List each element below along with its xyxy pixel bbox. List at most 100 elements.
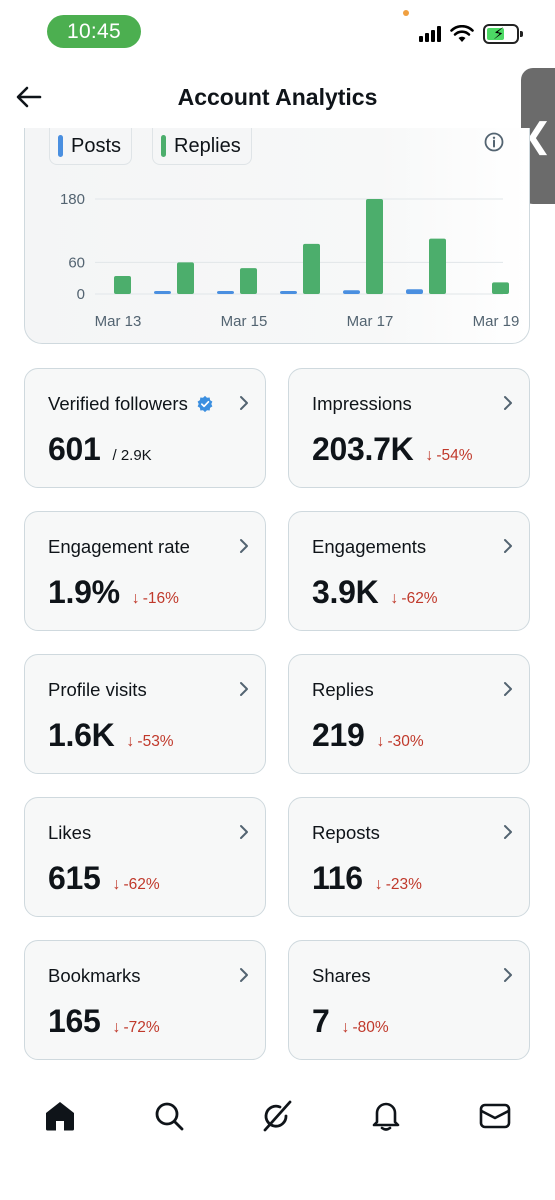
- bar-replies[interactable]: [240, 268, 257, 294]
- down-arrow-icon: ↓: [126, 733, 135, 750]
- nav-messages[interactable]: [475, 1096, 515, 1136]
- metric-change-percent: -30%: [387, 733, 424, 750]
- legend-item-posts[interactable]: Posts: [49, 128, 133, 165]
- metric-label: Likes: [48, 822, 92, 843]
- wifi-icon: [450, 25, 474, 42]
- down-arrow-icon: ↓: [112, 876, 121, 893]
- metric-card-likes[interactable]: Likes 615 ↓ -62%: [24, 797, 266, 917]
- metric-label: Profile visits: [48, 679, 147, 700]
- metric-change: ↓ -53%: [126, 733, 173, 751]
- arrow-left-icon: [16, 86, 42, 108]
- chevron-right-icon: [240, 825, 248, 839]
- metric-value: 615: [48, 860, 101, 896]
- cellular-signal-icon: [419, 26, 441, 42]
- metric-value-row: 3.9K ↓ -62%: [312, 574, 438, 611]
- legend-label: Replies: [174, 134, 241, 157]
- chevron-right-icon: [240, 396, 248, 410]
- metric-value-row: 615 ↓ -62%: [48, 860, 160, 897]
- metric-label-row: Profile visits: [48, 679, 147, 701]
- nav-grok[interactable]: [257, 1096, 297, 1136]
- metric-value: 203.7K: [312, 431, 414, 467]
- metric-change-percent: -62%: [123, 876, 160, 893]
- bar-posts[interactable]: [280, 291, 297, 294]
- header: Account Analytics: [0, 70, 555, 126]
- search-icon: [155, 1102, 184, 1131]
- metric-value-row: 219 ↓ -30%: [312, 717, 424, 754]
- metric-card-reposts[interactable]: Reposts 116 ↓ -23%: [288, 797, 530, 917]
- metric-value-row: 1.6K ↓ -53%: [48, 717, 174, 754]
- metric-card-profile-visits[interactable]: Profile visits 1.6K ↓ -53%: [24, 654, 266, 774]
- bar-replies[interactable]: [366, 199, 383, 294]
- metric-label: Replies: [312, 679, 374, 700]
- nav-home[interactable]: [40, 1096, 80, 1136]
- metric-value-row: 165 ↓ -72%: [48, 1003, 160, 1040]
- legend-item-replies[interactable]: Replies: [152, 128, 252, 165]
- metric-label-row: Bookmarks: [48, 965, 141, 987]
- metric-label-row: Shares: [312, 965, 371, 987]
- bar-replies[interactable]: [114, 276, 131, 294]
- down-arrow-icon: ↓: [112, 1019, 121, 1036]
- metric-card-impressions[interactable]: Impressions 203.7K ↓ -54%: [288, 368, 530, 488]
- chevron-right-icon: [504, 968, 512, 982]
- bar-posts[interactable]: [217, 291, 234, 294]
- down-arrow-icon: ↓: [425, 447, 434, 464]
- chart-legend: Posts Replies: [49, 128, 252, 165]
- bar-replies[interactable]: [429, 238, 446, 294]
- metric-change-percent: -53%: [137, 733, 174, 750]
- metric-label-row: Verified followers: [48, 393, 214, 415]
- metric-card-verified-followers[interactable]: Verified followers 601 / 2.9K: [24, 368, 266, 488]
- metric-value: 165: [48, 1003, 101, 1039]
- metric-label: Verified followers: [48, 393, 188, 414]
- metric-card-engagements[interactable]: Engagements 3.9K ↓ -62%: [288, 511, 530, 631]
- metric-change-percent: -16%: [142, 590, 179, 607]
- metric-change: ↓ -62%: [113, 876, 160, 894]
- metric-label: Engagement rate: [48, 536, 190, 557]
- chevron-right-icon: [504, 825, 512, 839]
- y-tick-label: 0: [77, 286, 85, 303]
- metric-card-shares[interactable]: Shares 7 ↓ -80%: [288, 940, 530, 1060]
- y-tick-label: 180: [60, 191, 85, 208]
- bar-posts[interactable]: [406, 289, 423, 294]
- bar-posts[interactable]: [343, 290, 360, 294]
- x-tick-label: Mar 19: [473, 313, 520, 330]
- metric-change: ↓ -62%: [390, 590, 437, 608]
- metric-value: 219: [312, 717, 365, 753]
- metric-label-row: Reposts: [312, 822, 380, 844]
- metric-card-bookmarks[interactable]: Bookmarks 165 ↓ -72%: [24, 940, 266, 1060]
- privacy-indicator-dot: [403, 10, 409, 16]
- metric-change-percent: -54%: [436, 447, 473, 464]
- metric-change: ↓ -54%: [425, 447, 472, 465]
- chevron-right-icon: [504, 539, 512, 553]
- legend-swatch-posts: [58, 135, 63, 157]
- metric-label-row: Replies: [312, 679, 374, 701]
- nav-notifications[interactable]: [366, 1096, 406, 1136]
- metric-change: ↓ -30%: [377, 733, 424, 751]
- back-button[interactable]: [12, 80, 46, 114]
- bar-replies[interactable]: [177, 262, 194, 294]
- legend-swatch-replies: [161, 135, 167, 157]
- metric-label: Reposts: [312, 822, 380, 843]
- metric-value: 116: [312, 860, 363, 896]
- metric-change: ↓ -80%: [342, 1019, 389, 1037]
- status-bar: 10:45 ⚡: [0, 0, 555, 62]
- metric-change-percent: -72%: [123, 1019, 160, 1036]
- bar-posts[interactable]: [154, 291, 171, 294]
- bar-replies[interactable]: [303, 243, 320, 294]
- down-arrow-icon: ↓: [390, 590, 399, 607]
- chevron-right-icon: [240, 539, 248, 553]
- info-circle-icon[interactable]: [483, 131, 505, 153]
- bottom-nav: [0, 1080, 555, 1152]
- bar-replies[interactable]: [492, 282, 509, 294]
- metric-card-replies[interactable]: Replies 219 ↓ -30%: [288, 654, 530, 774]
- metric-change: ↓ -72%: [113, 1019, 160, 1037]
- nav-search[interactable]: [149, 1096, 189, 1136]
- status-icons: ⚡: [419, 24, 523, 44]
- legend-label: Posts: [71, 134, 122, 157]
- metric-value: 7: [312, 1003, 330, 1039]
- down-arrow-icon: ↓: [374, 876, 383, 893]
- metric-label-row: Impressions: [312, 393, 412, 415]
- metric-label: Impressions: [312, 393, 412, 414]
- metric-card-engagement-rate[interactable]: Engagement rate 1.9% ↓ -16%: [24, 511, 266, 631]
- metric-label-row: Engagements: [312, 536, 426, 558]
- bar-chart: 0 60 180 Mar 13 Mar 15 Mar 17 Mar 19: [60, 191, 520, 330]
